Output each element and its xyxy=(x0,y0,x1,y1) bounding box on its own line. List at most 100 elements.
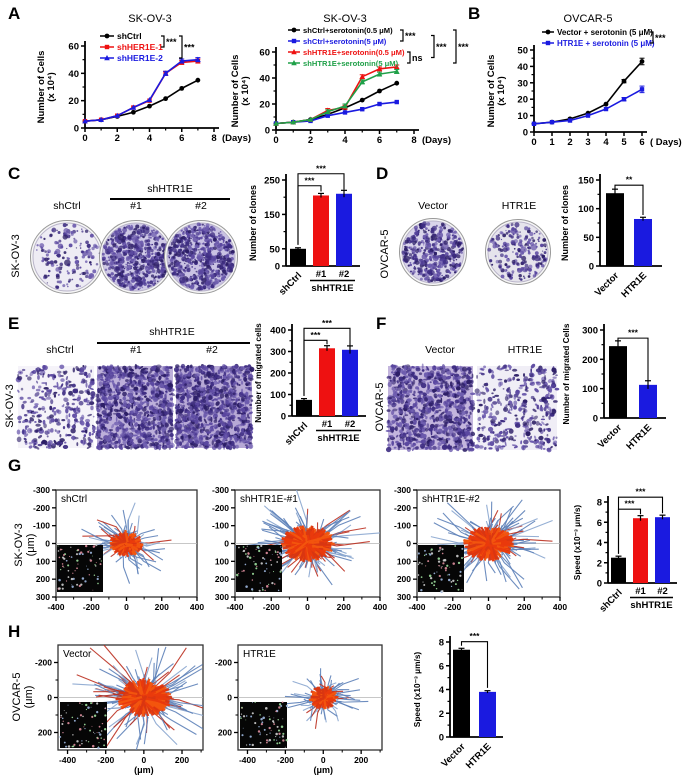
svg-text:shHTR1E+serotonin(5 μM): shHTR1E+serotonin(5 μM) xyxy=(303,59,399,68)
group-header-line-e xyxy=(97,342,250,344)
svg-text:(x 10⁴): (x 10⁴) xyxy=(496,76,507,106)
col-header-f-vector: Vector xyxy=(425,344,455,356)
row-label-g-cellline: SK-OV-3 xyxy=(13,523,25,567)
svg-text:20: 20 xyxy=(259,100,270,111)
svg-text:***: *** xyxy=(405,31,416,41)
svg-text:150: 150 xyxy=(264,210,280,221)
svg-text:***: *** xyxy=(458,42,469,52)
svg-text:1: 1 xyxy=(549,137,555,148)
svg-text:4: 4 xyxy=(603,137,609,148)
svg-text:8: 8 xyxy=(411,135,416,146)
col-header-d-vector: Vector xyxy=(418,200,448,212)
panel-label-b: B xyxy=(468,4,481,23)
svg-text:HTR1E + serotonin (5 μM): HTR1E + serotonin (5 μM) xyxy=(557,39,655,48)
svg-text:50: 50 xyxy=(583,233,594,244)
svg-text:#1: #1 xyxy=(316,269,327,280)
svg-text:***: *** xyxy=(166,37,177,47)
svg-text:20: 20 xyxy=(517,95,528,106)
svg-text:***: *** xyxy=(311,330,322,340)
row-label-e: SK-OV-3 xyxy=(4,384,16,428)
panel-label-d: D xyxy=(376,164,389,183)
svg-text:100: 100 xyxy=(270,390,286,401)
row-label-f: OVCAR-5 xyxy=(374,382,386,432)
line-chart-skov3-serotonin: 0 20 40 60 0 2 4 6 8 SK-OV-3 (Days) Number of Cells… xyxy=(230,13,469,146)
svg-text:4: 4 xyxy=(342,135,348,146)
panel-label-c: C xyxy=(8,164,21,183)
svg-text:Number of Cells: Number of Cells xyxy=(486,55,497,128)
svg-text:400: 400 xyxy=(270,326,286,337)
svg-text:0: 0 xyxy=(589,262,594,273)
svg-text:0: 0 xyxy=(531,137,536,148)
migration-image-shhtr1e-1 xyxy=(94,363,175,451)
svg-text:2: 2 xyxy=(308,135,313,146)
col-header-c-1: #1 xyxy=(130,200,142,212)
svg-text:60: 60 xyxy=(68,42,79,53)
svg-text:50: 50 xyxy=(517,46,528,57)
svg-text:**: ** xyxy=(626,175,633,185)
svg-text:shCtrl: shCtrl xyxy=(283,420,310,447)
svg-text:(Days): (Days) xyxy=(222,133,251,144)
line-chart-ovcar5-serotonin: 0 10 20 30 40 50 0 1 2 3 4 5 6 OVCAR-5 ( Days) Number o… xyxy=(486,13,682,148)
svg-text:***: *** xyxy=(322,318,333,328)
svg-text:40: 40 xyxy=(259,74,270,85)
col-header-e-shctrl: shCtrl xyxy=(46,344,74,356)
row-label-d: OVCAR-5 xyxy=(379,229,391,279)
svg-text:shHER1E-1: shHER1E-1 xyxy=(117,42,163,52)
svg-text:250: 250 xyxy=(264,176,280,187)
row-label-c: SK-OV-3 xyxy=(10,234,22,278)
svg-text:2: 2 xyxy=(567,137,572,148)
svg-text:***: *** xyxy=(316,163,327,173)
bar-chart-clones-skov3: 0 50 150 250 Number of clones shCtrl #1 #2 shHTR… xyxy=(248,163,360,298)
svg-text:0: 0 xyxy=(523,128,528,139)
svg-text:0: 0 xyxy=(82,133,87,144)
svg-text:30: 30 xyxy=(517,78,528,89)
svg-text:#2: #2 xyxy=(339,269,350,280)
col-header-f-htr1e: HTR1E xyxy=(507,344,543,356)
svg-text:Number of clones: Number of clones xyxy=(248,185,258,261)
migration-image-shhtr1e-2 xyxy=(173,363,255,451)
col-header-c-shctrl: shCtrl xyxy=(53,200,81,212)
colony-dish-shhtr1e-2 xyxy=(164,220,238,294)
svg-text:(x 10⁴): (x 10⁴) xyxy=(46,72,57,102)
panel-label-g: G xyxy=(8,456,22,475)
svg-text:SK-OV-3: SK-OV-3 xyxy=(128,13,171,25)
svg-text:shHTR1E: shHTR1E xyxy=(311,283,353,294)
svg-text:8: 8 xyxy=(211,133,216,144)
row-label-h-cellline: OVCAR-5 xyxy=(11,672,23,722)
svg-text:0: 0 xyxy=(273,135,278,146)
panel-label-f: F xyxy=(376,314,387,333)
group-header-line-c xyxy=(110,198,230,200)
svg-text:Number of clones: Number of clones xyxy=(560,185,570,261)
svg-text:6: 6 xyxy=(377,135,382,146)
col-header-e-1: #1 xyxy=(130,344,142,356)
svg-text:(x 10⁴): (x 10⁴) xyxy=(240,76,251,106)
svg-text:3: 3 xyxy=(585,137,590,148)
svg-text:150: 150 xyxy=(578,176,594,187)
svg-text:4: 4 xyxy=(147,133,153,144)
svg-text:#1: #1 xyxy=(322,419,333,430)
svg-text:Vector + serotonin (5 μM): Vector + serotonin (5 μM) xyxy=(557,28,653,37)
svg-text:50: 50 xyxy=(269,244,280,255)
svg-text:2: 2 xyxy=(115,133,120,144)
col-header-c-2: #2 xyxy=(195,200,207,212)
svg-text:***: *** xyxy=(436,42,447,52)
svg-text:6: 6 xyxy=(179,133,184,144)
panel-label-h: H xyxy=(8,622,21,641)
svg-text:shCtrl: shCtrl xyxy=(277,270,304,297)
svg-text:Number of Cells: Number of Cells xyxy=(230,55,241,128)
svg-text:shCtrl+serotonin(0.5 μM): shCtrl+serotonin(0.5 μM) xyxy=(303,26,393,35)
panel-label-e: E xyxy=(8,314,20,333)
svg-text:shHTR1E+serotonin(0.5 μM): shHTR1E+serotonin(0.5 μM) xyxy=(303,48,405,57)
panel-label-a: A xyxy=(8,4,21,23)
svg-text:***: *** xyxy=(655,33,666,43)
svg-text:***: *** xyxy=(305,175,316,185)
migration-image-shctrl xyxy=(15,364,96,450)
colony-dish-htr1e xyxy=(485,219,551,285)
svg-text:( Days): ( Days) xyxy=(650,137,682,148)
svg-text:300: 300 xyxy=(270,347,286,358)
svg-text:100: 100 xyxy=(578,204,594,215)
